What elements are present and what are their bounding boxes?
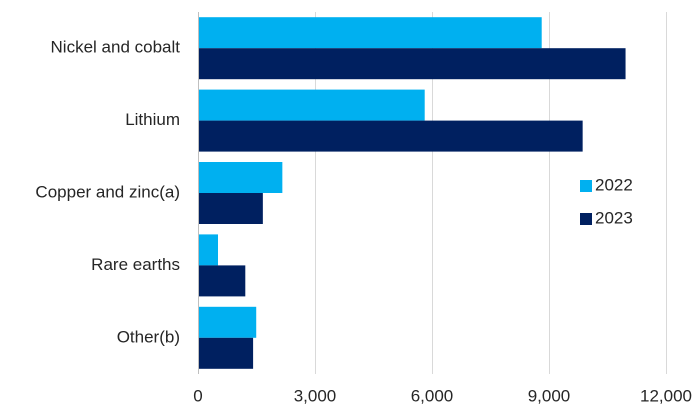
legend-swatch-2023 (580, 213, 592, 225)
legend-label-2023: 2023 (595, 208, 633, 227)
bar-2023-1 (198, 120, 583, 152)
x-tick-label-0: 0 (193, 386, 202, 405)
category-label-3: Rare earths (91, 255, 180, 274)
legend-label-2022: 2022 (595, 175, 633, 194)
x-tick-label-3: 9,000 (528, 386, 571, 405)
x-tick-label-2: 6,000 (411, 386, 454, 405)
bar-2023-3 (198, 265, 246, 297)
bar-2022-0 (198, 17, 542, 49)
category-label-1: Lithium (125, 110, 180, 129)
legend-swatch-2022 (580, 180, 592, 192)
category-label-2: Copper and zinc(a) (35, 182, 180, 201)
x-tick-labels: 0 3,000 6,000 9,000 12,000 (193, 386, 692, 405)
bar-2023-2 (198, 193, 263, 224)
bar-2022-2 (198, 162, 283, 193)
bar-2022-1 (198, 89, 425, 121)
bar-2023-4 (198, 337, 254, 369)
bar-2023-0 (198, 48, 626, 80)
bar-2022-3 (198, 234, 218, 266)
bars (198, 17, 626, 369)
category-labels: Nickel and cobalt Lithium Copper and zinc(… (35, 38, 180, 347)
legend: 2022 2023 (580, 175, 633, 227)
category-label-4: Other(b) (117, 327, 180, 346)
x-tick-label-4: 12,000 (640, 386, 692, 405)
x-tick-label-1: 3,000 (294, 386, 337, 405)
category-label-0: Nickel and cobalt (51, 38, 181, 57)
bar-2022-4 (198, 306, 257, 338)
